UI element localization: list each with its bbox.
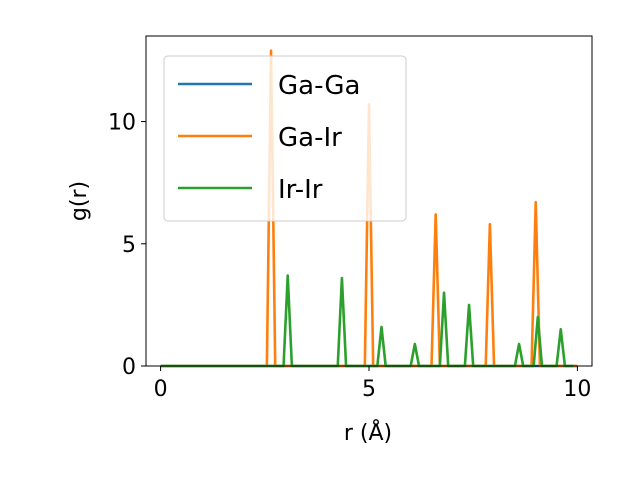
x-axis-label: r (Å): [344, 419, 392, 446]
series-line-ga-ir: [160, 49, 578, 368]
y-axis-label: g(r): [67, 181, 92, 221]
legend-label-ga-ir: Ga-Ir: [278, 123, 342, 153]
plot-area: [145, 35, 593, 368]
y-tick-label: 10: [108, 111, 136, 136]
x-tick-label: 5: [362, 377, 376, 402]
x-tick-label: 10: [563, 377, 591, 402]
y-tick-label: 0: [122, 355, 136, 380]
legend-label-ir-ir: Ir-Ir: [278, 175, 323, 205]
ticks: 0 5 10 0 5 10: [108, 111, 591, 402]
legend: Ga-Ga Ga-Ir Ir-Ir: [163, 55, 407, 222]
legend-box: [163, 55, 407, 222]
x-tick-label: 0: [154, 377, 168, 402]
y-tick-label: 5: [122, 233, 136, 258]
legend-label-ga-ga: Ga-Ga: [278, 71, 361, 101]
series-line-ir-ir: [160, 274, 574, 368]
